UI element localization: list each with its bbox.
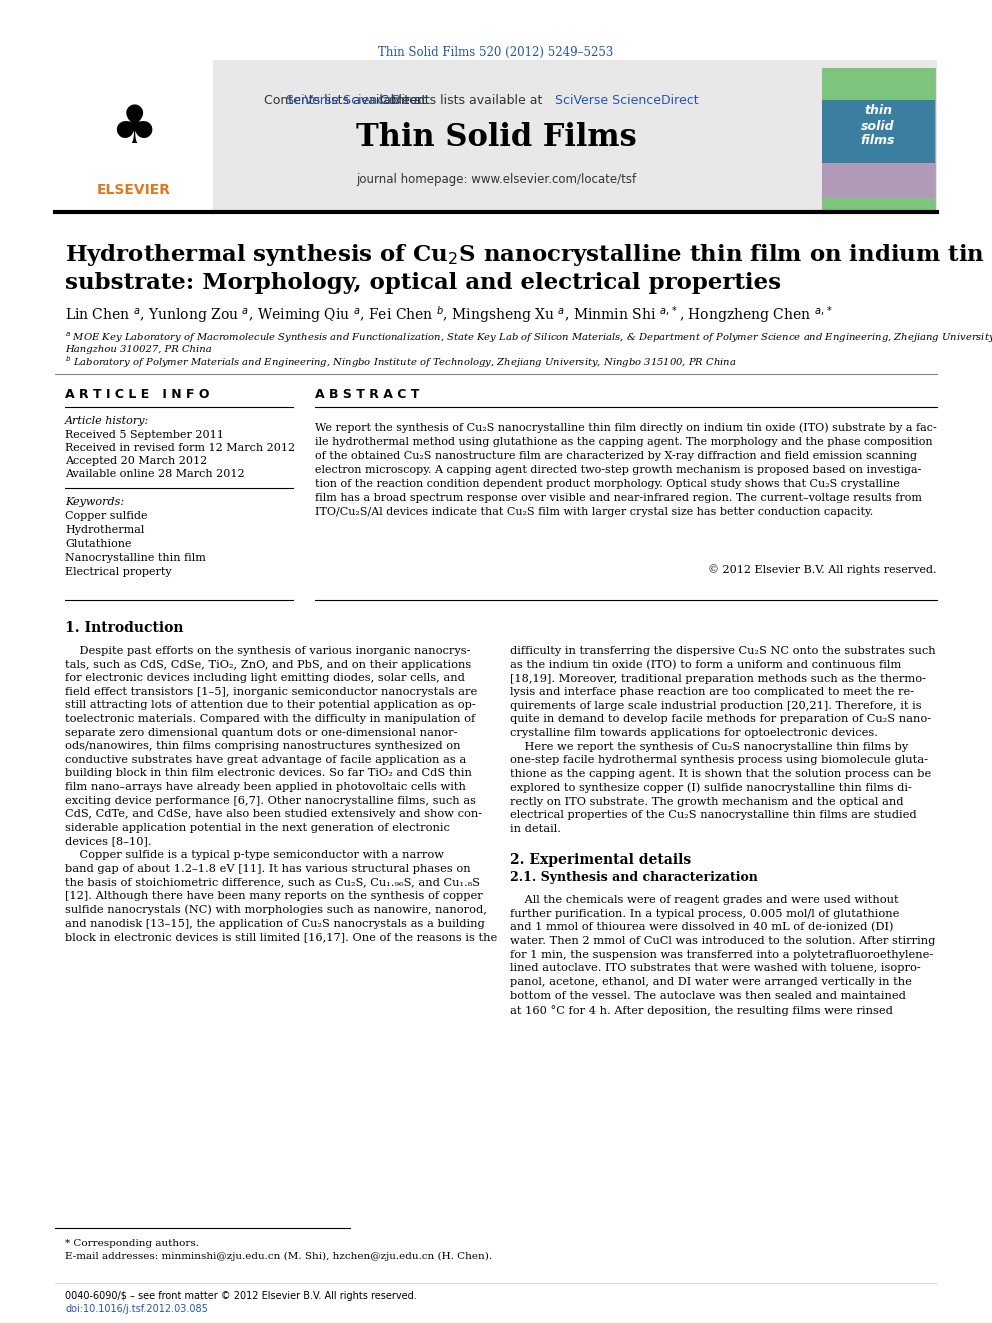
Text: Contents lists available at: Contents lists available at	[380, 94, 547, 106]
Text: Contents lists available at: Contents lists available at	[264, 94, 430, 106]
Text: Hangzhou 310027, PR China: Hangzhou 310027, PR China	[65, 345, 211, 355]
Text: journal homepage: www.elsevier.com/locate/tsf: journal homepage: www.elsevier.com/locat…	[356, 173, 636, 187]
FancyBboxPatch shape	[822, 67, 935, 101]
Text: Article history:: Article history:	[65, 415, 149, 426]
Text: Despite past efforts on the synthesis of various inorganic nanocrys-
tals, such : Despite past efforts on the synthesis of…	[65, 646, 497, 942]
Text: $^a$ MOE Key Laboratory of Macromolecule Synthesis and Functionalization, State : $^a$ MOE Key Laboratory of Macromolecule…	[65, 331, 992, 345]
Text: difficulty in transferring the dispersive Cu₂S NC onto the substrates such
as th: difficulty in transferring the dispersiv…	[510, 646, 935, 833]
Text: Electrical property: Electrical property	[65, 568, 172, 577]
Text: thin
solid
films: thin solid films	[861, 105, 895, 147]
Text: Nanocrystalline thin film: Nanocrystalline thin film	[65, 553, 206, 564]
Text: All the chemicals were of reagent grades and were used without
further purificat: All the chemicals were of reagent grades…	[510, 894, 935, 1016]
Text: Thin Solid Films 520 (2012) 5249–5253: Thin Solid Films 520 (2012) 5249–5253	[378, 45, 614, 58]
Text: 1. Introduction: 1. Introduction	[65, 620, 184, 635]
Text: A B S T R A C T: A B S T R A C T	[315, 388, 420, 401]
Text: Received in revised form 12 March 2012: Received in revised form 12 March 2012	[65, 443, 296, 452]
Text: 2. Experimental details: 2. Experimental details	[510, 853, 691, 867]
FancyBboxPatch shape	[822, 163, 935, 198]
FancyBboxPatch shape	[822, 67, 935, 212]
Text: © 2012 Elsevier B.V. All rights reserved.: © 2012 Elsevier B.V. All rights reserved…	[708, 565, 937, 576]
Text: Available online 28 March 2012: Available online 28 March 2012	[65, 468, 245, 479]
Text: We report the synthesis of Cu₂S nanocrystalline thin film directly on indium tin: We report the synthesis of Cu₂S nanocrys…	[315, 422, 936, 516]
Text: ELSEVIER: ELSEVIER	[97, 183, 171, 197]
Text: A R T I C L E   I N F O: A R T I C L E I N F O	[65, 388, 209, 401]
Text: SciVerse ScienceDirect: SciVerse ScienceDirect	[555, 94, 698, 106]
Text: Copper sulfide: Copper sulfide	[65, 511, 148, 521]
Text: 0040-6090/$ – see front matter © 2012 Elsevier B.V. All rights reserved.: 0040-6090/$ – see front matter © 2012 El…	[65, 1291, 417, 1301]
FancyBboxPatch shape	[55, 60, 213, 212]
Text: ♣: ♣	[110, 102, 158, 153]
FancyBboxPatch shape	[55, 60, 937, 212]
Text: doi:10.1016/j.tsf.2012.03.085: doi:10.1016/j.tsf.2012.03.085	[65, 1304, 208, 1314]
Text: SciVerse ScienceDirect: SciVerse ScienceDirect	[167, 94, 430, 106]
Text: * Corresponding authors.: * Corresponding authors.	[65, 1238, 199, 1248]
Text: substrate: Morphology, optical and electrical properties: substrate: Morphology, optical and elect…	[65, 273, 781, 294]
FancyBboxPatch shape	[822, 198, 935, 212]
Text: Lin Chen $^a$, Yunlong Zou $^a$, Weiming Qiu $^a$, Fei Chen $^b$, Mingsheng Xu $: Lin Chen $^a$, Yunlong Zou $^a$, Weiming…	[65, 304, 833, 325]
Text: $^b$ Laboratory of Polymer Materials and Engineering, Ningbo Institute of Techno: $^b$ Laboratory of Polymer Materials and…	[65, 355, 737, 370]
Text: 2.1. Synthesis and characterization: 2.1. Synthesis and characterization	[510, 872, 758, 885]
Text: Hydrothermal: Hydrothermal	[65, 525, 145, 534]
Text: Glutathione: Glutathione	[65, 538, 132, 549]
Text: Keywords:: Keywords:	[65, 497, 124, 507]
Text: Hydrothermal synthesis of Cu$_2$S nanocrystalline thin film on indium tin oxide: Hydrothermal synthesis of Cu$_2$S nanocr…	[65, 242, 992, 269]
Text: Accepted 20 March 2012: Accepted 20 March 2012	[65, 456, 207, 466]
FancyBboxPatch shape	[822, 101, 935, 163]
Text: Thin Solid Films: Thin Solid Films	[355, 123, 637, 153]
Text: E-mail addresses: minminshi@zju.edu.cn (M. Shi), hzchen@zju.edu.cn (H. Chen).: E-mail addresses: minminshi@zju.edu.cn (…	[65, 1252, 492, 1261]
Text: Received 5 September 2011: Received 5 September 2011	[65, 430, 224, 441]
